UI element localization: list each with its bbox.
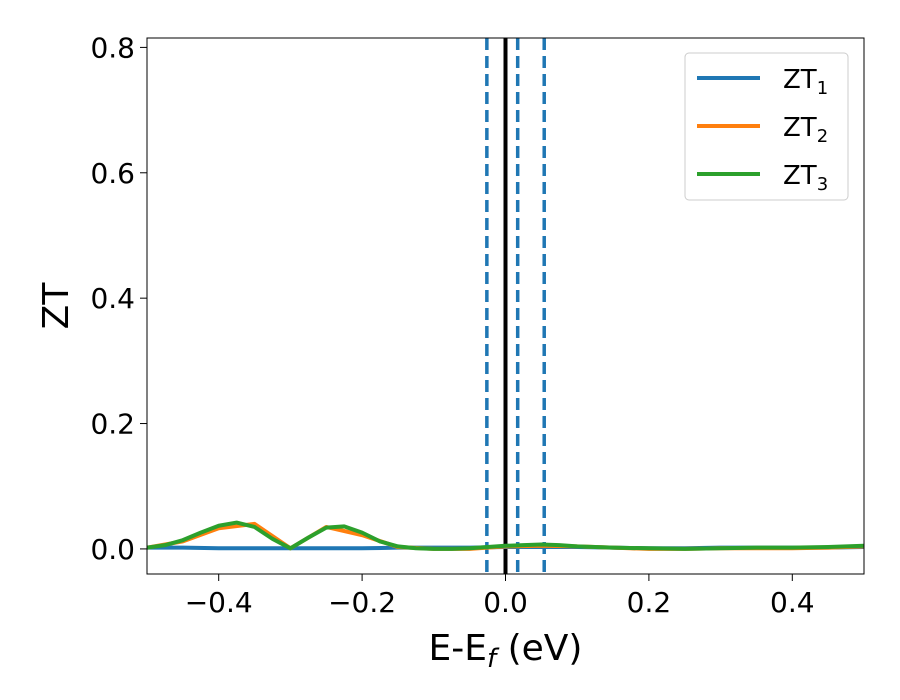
legend-label-zt3: ZT3	[783, 161, 828, 195]
y-tick-label: 0.8	[90, 31, 135, 64]
x-axis-title-unit: (eV)	[496, 628, 582, 669]
y-tick-label: 0.4	[90, 282, 135, 315]
series-layer	[147, 520, 864, 551]
x-tick-label: −0.2	[328, 586, 396, 619]
x-axis-title-main: E-E	[429, 628, 487, 669]
y-axis-title: ZT	[36, 282, 77, 330]
x-axis: −0.4 −0.2 0.0 0.2 0.4	[185, 574, 815, 619]
x-tick-label: 0.4	[770, 586, 815, 619]
x-tick-label: 0.0	[483, 586, 528, 619]
legend-label-zt2: ZT2	[783, 113, 828, 147]
legend-label-zt1: ZT1	[783, 65, 828, 99]
y-tick-label: 0.6	[90, 157, 135, 190]
y-tick-label: 0.2	[90, 408, 135, 441]
x-tick-label: −0.4	[185, 586, 253, 619]
legend-box	[684, 52, 849, 201]
reference-lines	[485, 38, 546, 574]
legend: ZT1 ZT2 ZT3	[684, 52, 849, 201]
y-tick-label: 0.0	[90, 533, 135, 566]
x-tick-label: 0.2	[627, 586, 672, 619]
y-axis: 0.0 0.2 0.4 0.6 0.8	[90, 31, 147, 566]
x-axis-title: E-Ef (eV)	[429, 628, 583, 674]
series-line-zt3	[147, 520, 864, 551]
